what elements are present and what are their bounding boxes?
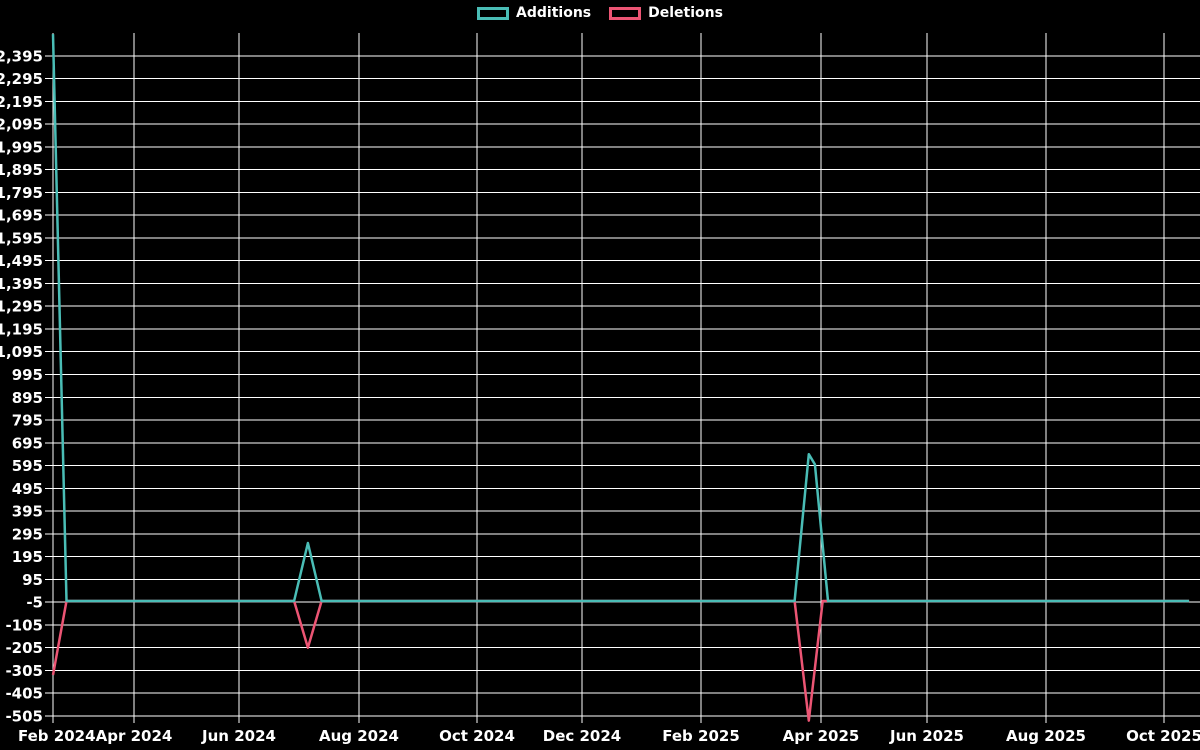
- y-axis-tick-label: -205: [5, 639, 43, 657]
- y-axis-tick-label: 2,095: [0, 116, 43, 134]
- y-axis-tick-label: 2,295: [0, 70, 43, 88]
- legend-label-deletions: Deletions: [648, 5, 723, 21]
- y-axis-tick-label: 1,495: [0, 252, 43, 270]
- x-axis-tick-label: Dec 2024: [543, 727, 622, 745]
- y-axis-tick-label: 1,195: [0, 320, 43, 338]
- legend-label-additions: Additions: [516, 5, 592, 21]
- y-axis-tick-label: -5: [26, 594, 43, 612]
- y-axis-tick-label: 1,795: [0, 184, 43, 202]
- y-axis-tick-label: 1,695: [0, 207, 43, 225]
- x-axis-tick-label: Aug 2025: [1006, 727, 1086, 745]
- additions-swatch-icon: [477, 6, 510, 20]
- x-axis-tick-label: Oct 2025: [1126, 727, 1200, 745]
- y-axis-tick-label: 895: [12, 389, 43, 407]
- y-axis-tick-label: 595: [12, 457, 43, 475]
- y-axis-tick-label: 1,895: [0, 161, 43, 179]
- series-line-additions[interactable]: [51, 34, 1190, 603]
- y-axis-tick-label: 2,195: [0, 93, 43, 111]
- x-axis-tick-label: Feb 2024: [18, 727, 96, 745]
- y-axis-tick-label: 995: [12, 366, 43, 384]
- y-axis-tick-label: 2,395: [0, 47, 43, 65]
- chart-gridlines: [45, 33, 1200, 723]
- series-line-deletions[interactable]: [51, 599, 1190, 722]
- y-axis-tick-label: 1,395: [0, 275, 43, 293]
- y-axis-tick-label: -405: [5, 685, 43, 703]
- x-axis-tick-label: Feb 2025: [662, 727, 740, 745]
- x-axis-tick-label: Apr 2025: [783, 727, 860, 745]
- y-axis-tick-label: 1,295: [0, 298, 43, 316]
- y-axis-tick-label: 95: [22, 571, 43, 589]
- chart-legend: Additions Deletions: [0, 6, 1200, 20]
- y-axis-tick-label: 295: [12, 525, 43, 543]
- y-axis-tick-label: 395: [12, 503, 43, 521]
- y-axis-tick-label: 1,095: [0, 343, 43, 361]
- x-axis-tick-label: Apr 2024: [96, 727, 173, 745]
- y-axis-tick-label: -105: [5, 616, 43, 634]
- x-axis-tick-label: Aug 2024: [319, 727, 399, 745]
- y-axis-tick-label: 695: [12, 434, 43, 452]
- y-axis-tick-label: 195: [12, 548, 43, 566]
- deletions-swatch-icon: [609, 6, 642, 20]
- x-axis-tick-label: Jun 2024: [201, 727, 276, 745]
- legend-item-additions[interactable]: Additions: [477, 6, 591, 20]
- y-axis-tick-label: -305: [5, 662, 43, 680]
- y-axis-tick-label: 1,595: [0, 229, 43, 247]
- y-axis-tick-label: -505: [5, 708, 43, 726]
- y-axis-tick-label: 495: [12, 480, 43, 498]
- y-axis-tick-label: 795: [12, 412, 43, 430]
- x-axis-tick-label: Jun 2025: [889, 727, 964, 745]
- x-axis-tick-label: Oct 2024: [439, 727, 515, 745]
- legend-item-deletions[interactable]: Deletions: [609, 6, 723, 20]
- y-axis-tick-label: 1,995: [0, 138, 43, 156]
